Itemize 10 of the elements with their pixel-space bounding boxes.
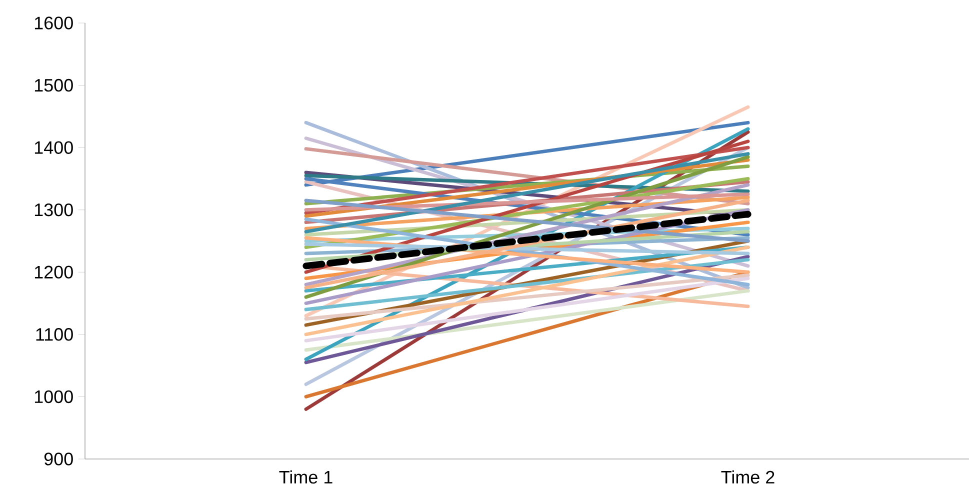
x-tick-label: Time 2 (721, 470, 774, 484)
y-tick-label: 1000 (34, 390, 73, 404)
y-tick-label: 1600 (34, 16, 73, 30)
y-tick-label: 1100 (36, 328, 73, 341)
y-tick-label: 900 (44, 452, 73, 466)
y-tick-label: 1300 (34, 203, 73, 216)
y-tick-label: 1200 (34, 266, 73, 279)
y-tick-label: 1400 (34, 141, 73, 154)
y-tick-label: 1500 (34, 78, 73, 92)
x-tick-label: Time 1 (279, 470, 332, 484)
